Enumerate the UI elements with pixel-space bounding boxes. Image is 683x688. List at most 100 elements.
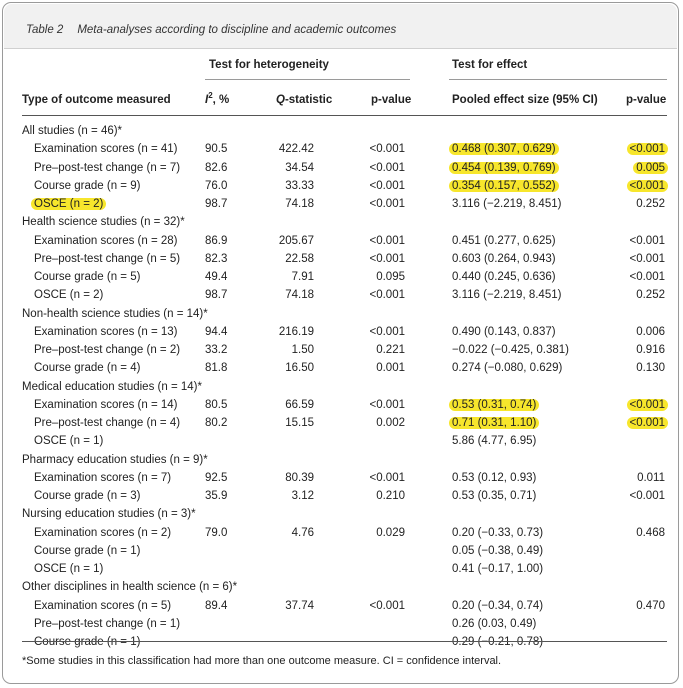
i2-cell: 82.3 [205, 252, 228, 265]
bottom-rule [22, 641, 667, 642]
q-statistic-cell: 74.18 [285, 289, 314, 302]
heterogeneity-pvalue-cell: <0.001 [369, 234, 406, 247]
heterogeneity-pvalue-cell: <0.001 [369, 161, 406, 174]
header-rule [22, 115, 667, 116]
outcome-label: Examination scores (n = 13) [34, 325, 178, 338]
pooled-effect-cell: 0.29 (−0.21, 0.78) [452, 636, 544, 648]
outcome-label: Examination scores (n = 5) [34, 599, 172, 612]
table-caption: Table 2 Meta-analyses according to discip… [26, 24, 396, 36]
table-row: OSCE (n = 2) 98.7 74.18 <0.001 3.116 (−2.219… [0, 289, 677, 307]
heterogeneity-pvalue-cell: <0.001 [369, 252, 406, 265]
i2-cell: 80.5 [205, 398, 228, 411]
pooled-effect-cell: 0.490 (0.143, 0.837) [452, 325, 556, 338]
heterogeneity-pvalue-cell: 0.029 [376, 526, 405, 539]
i2-cell: 49.4 [205, 271, 228, 283]
q-statistic-cell: 422.42 [278, 143, 314, 156]
outcome-label: Course grade (n = 3) [34, 490, 141, 502]
outcome-label: Pre–post-test change (n = 5) [34, 252, 181, 265]
group-label: All studies (n = 46)* [22, 125, 123, 137]
heterogeneity-pvalue-cell: 0.221 [376, 344, 405, 356]
group-label: Medical education studies (n = 14)* [22, 380, 202, 393]
i2-cell: 35.9 [205, 490, 228, 502]
table-number: Table 2 [26, 24, 64, 36]
table-row: Course grade (n = 5) 49.4 7.91 0.095 0.440 (… [0, 271, 677, 289]
effect-pvalue-cell: <0.001 [629, 252, 666, 265]
table-row: Examination scores (n = 13) 94.4 216.19 <0.… [0, 326, 677, 344]
i2-unit: , % [212, 93, 230, 106]
group-row: Pharmacy education studies (n = 9)* [0, 454, 677, 472]
q-statistic-cell: 66.59 [285, 398, 314, 411]
q-statistic-cell: 34.54 [285, 161, 314, 174]
header-effect: Test for effect [452, 59, 528, 71]
table-row: Examination scores (n = 28) 86.9 205.67 <0.… [0, 235, 677, 253]
outcome-label: OSCE (n = 1) [34, 435, 104, 448]
outcome-label: Pre–post-test change (n = 7) [34, 161, 181, 174]
highlight-mark: 0.71 (0.31, 1.10) [449, 417, 540, 429]
group-label: Pharmacy education studies (n = 9)* [22, 453, 208, 466]
pooled-effect-cell: 0.53 (0.12, 0.93) [452, 471, 537, 484]
q-statistic-cell: 37.74 [285, 599, 314, 612]
i2-cell: 79.0 [205, 526, 228, 539]
table-row: Examination scores (n = 5) 89.4 37.74 <0.00… [0, 600, 677, 618]
q-statistic-cell: 1.50 [291, 344, 314, 356]
heterogeneity-pvalue-cell: 0.210 [376, 490, 405, 502]
heterogeneity-pvalue-cell: <0.001 [369, 179, 406, 192]
q-rest: -statistic [284, 94, 333, 106]
effect-pvalue-cell: <0.001 [595, 179, 668, 192]
pooled-effect-cell: 0.53 (0.35, 0.71) [452, 490, 537, 502]
highlight-mark: 0.454 (0.139, 0.769) [449, 161, 559, 174]
q-statistic-cell: 7.91 [291, 271, 314, 283]
table-row: Course grade (n = 3) 35.9 3.12 0.210 0.53 (0… [0, 490, 677, 508]
table-title: Meta-analyses according to discipline an… [77, 24, 397, 36]
pooled-effect-cell: 0.451 (0.277, 0.625) [452, 234, 556, 247]
q-statistic-cell: 216.19 [278, 325, 314, 338]
pooled-effect-cell: 0.05 (−0.38, 0.49) [452, 544, 544, 557]
table-row: Pre–post-test change (n = 2) 33.2 1.50 0.22… [0, 344, 677, 362]
highlight-mark: <0.001 [626, 417, 668, 429]
highlight-mark: 0.005 [633, 161, 668, 174]
outcome-label: Examination scores (n = 28) [34, 234, 178, 247]
outcome-label: Pre–post-test change (n = 2) [34, 344, 181, 356]
heterogeneity-pvalue-cell: 0.001 [376, 362, 405, 375]
heterogeneity-pvalue-cell: 0.095 [376, 271, 405, 283]
q-symbol: Q [276, 94, 285, 106]
col-header-q: Q-statistic [276, 94, 332, 106]
outcome-label: Examination scores (n = 7) [34, 471, 172, 484]
i2-cell: 80.2 [205, 417, 228, 429]
highlight-mark: 0.53 (0.31, 0.74) [449, 398, 540, 411]
i2-cell: 94.4 [205, 325, 228, 338]
outcome-label: OSCE (n = 1) [34, 563, 104, 575]
table-row: Pre–post-test change (n = 7) 82.6 34.54 <0.… [0, 161, 677, 180]
col-header-p: p-value [371, 94, 412, 106]
pooled-effect-cell: 0.440 (0.245, 0.636) [452, 271, 556, 283]
heterogeneity-pvalue-cell: <0.001 [369, 471, 406, 484]
pooled-effect-cell: 0.468 (0.307, 0.629) [449, 143, 559, 156]
highlight-mark: <0.001 [626, 143, 668, 156]
i2-cell: 90.5 [205, 143, 228, 156]
table-row: Course grade (n = 1) 0.05 (−0.38, 0.49) [0, 545, 677, 563]
pooled-effect-cell: 0.603 (0.264, 0.943) [452, 252, 556, 265]
heterogeneity-pvalue-cell: <0.001 [369, 143, 406, 156]
table-row: Course grade (n = 9) 76.0 33.33 <0.001 0.354… [0, 179, 677, 198]
effect-pvalue-cell: 0.470 [636, 599, 665, 612]
group-label: Health science studies (n = 32)* [22, 216, 185, 229]
table-row: Pre–post-test change (n = 5) 82.3 22.58 <0.… [0, 253, 677, 271]
i2-cell: 98.7 [205, 198, 228, 210]
pooled-effect-cell: 0.454 (0.139, 0.769) [449, 161, 559, 174]
effect-pvalue-cell: 0.011 [637, 471, 665, 484]
heterogeneity-pvalue-cell: <0.001 [369, 398, 406, 411]
table-row: Examination scores (n = 14) 80.5 66.59 <0.0… [0, 398, 677, 417]
col-header-i2: I2, % [205, 91, 229, 106]
outcome-label: Course grade (n = 9) [34, 179, 141, 192]
group-row: Other disciplines in health science (n =… [0, 581, 677, 599]
group-label: Other disciplines in health science (n =… [22, 581, 238, 594]
outcome-label: OSCE (n = 2) [34, 289, 104, 302]
table-row: Course grade (n = 1) 0.29 (−0.21, 0.78) [0, 636, 677, 654]
effect-pvalue-cell: 0.006 [636, 325, 665, 338]
group-label: Non-health science studies (n = 14)* [22, 307, 208, 320]
pooled-effect-cell: 3.116 (−2.219, 8.451) [452, 289, 562, 302]
table-row: OSCE (n = 1) 5.86 (4.77, 6.95) [0, 435, 677, 453]
i2-cell: 33.2 [205, 344, 228, 356]
outcome-label: Course grade (n = 5) [34, 271, 141, 283]
effect-pvalue-cell: 0.130 [636, 362, 665, 375]
